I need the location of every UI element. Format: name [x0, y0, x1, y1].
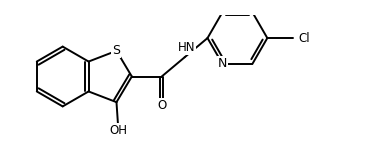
Text: HN: HN: [178, 41, 195, 54]
Text: O: O: [157, 99, 166, 112]
Text: S: S: [112, 44, 120, 57]
Text: Cl: Cl: [298, 32, 310, 45]
Text: OH: OH: [109, 124, 127, 137]
Text: N: N: [218, 58, 227, 70]
